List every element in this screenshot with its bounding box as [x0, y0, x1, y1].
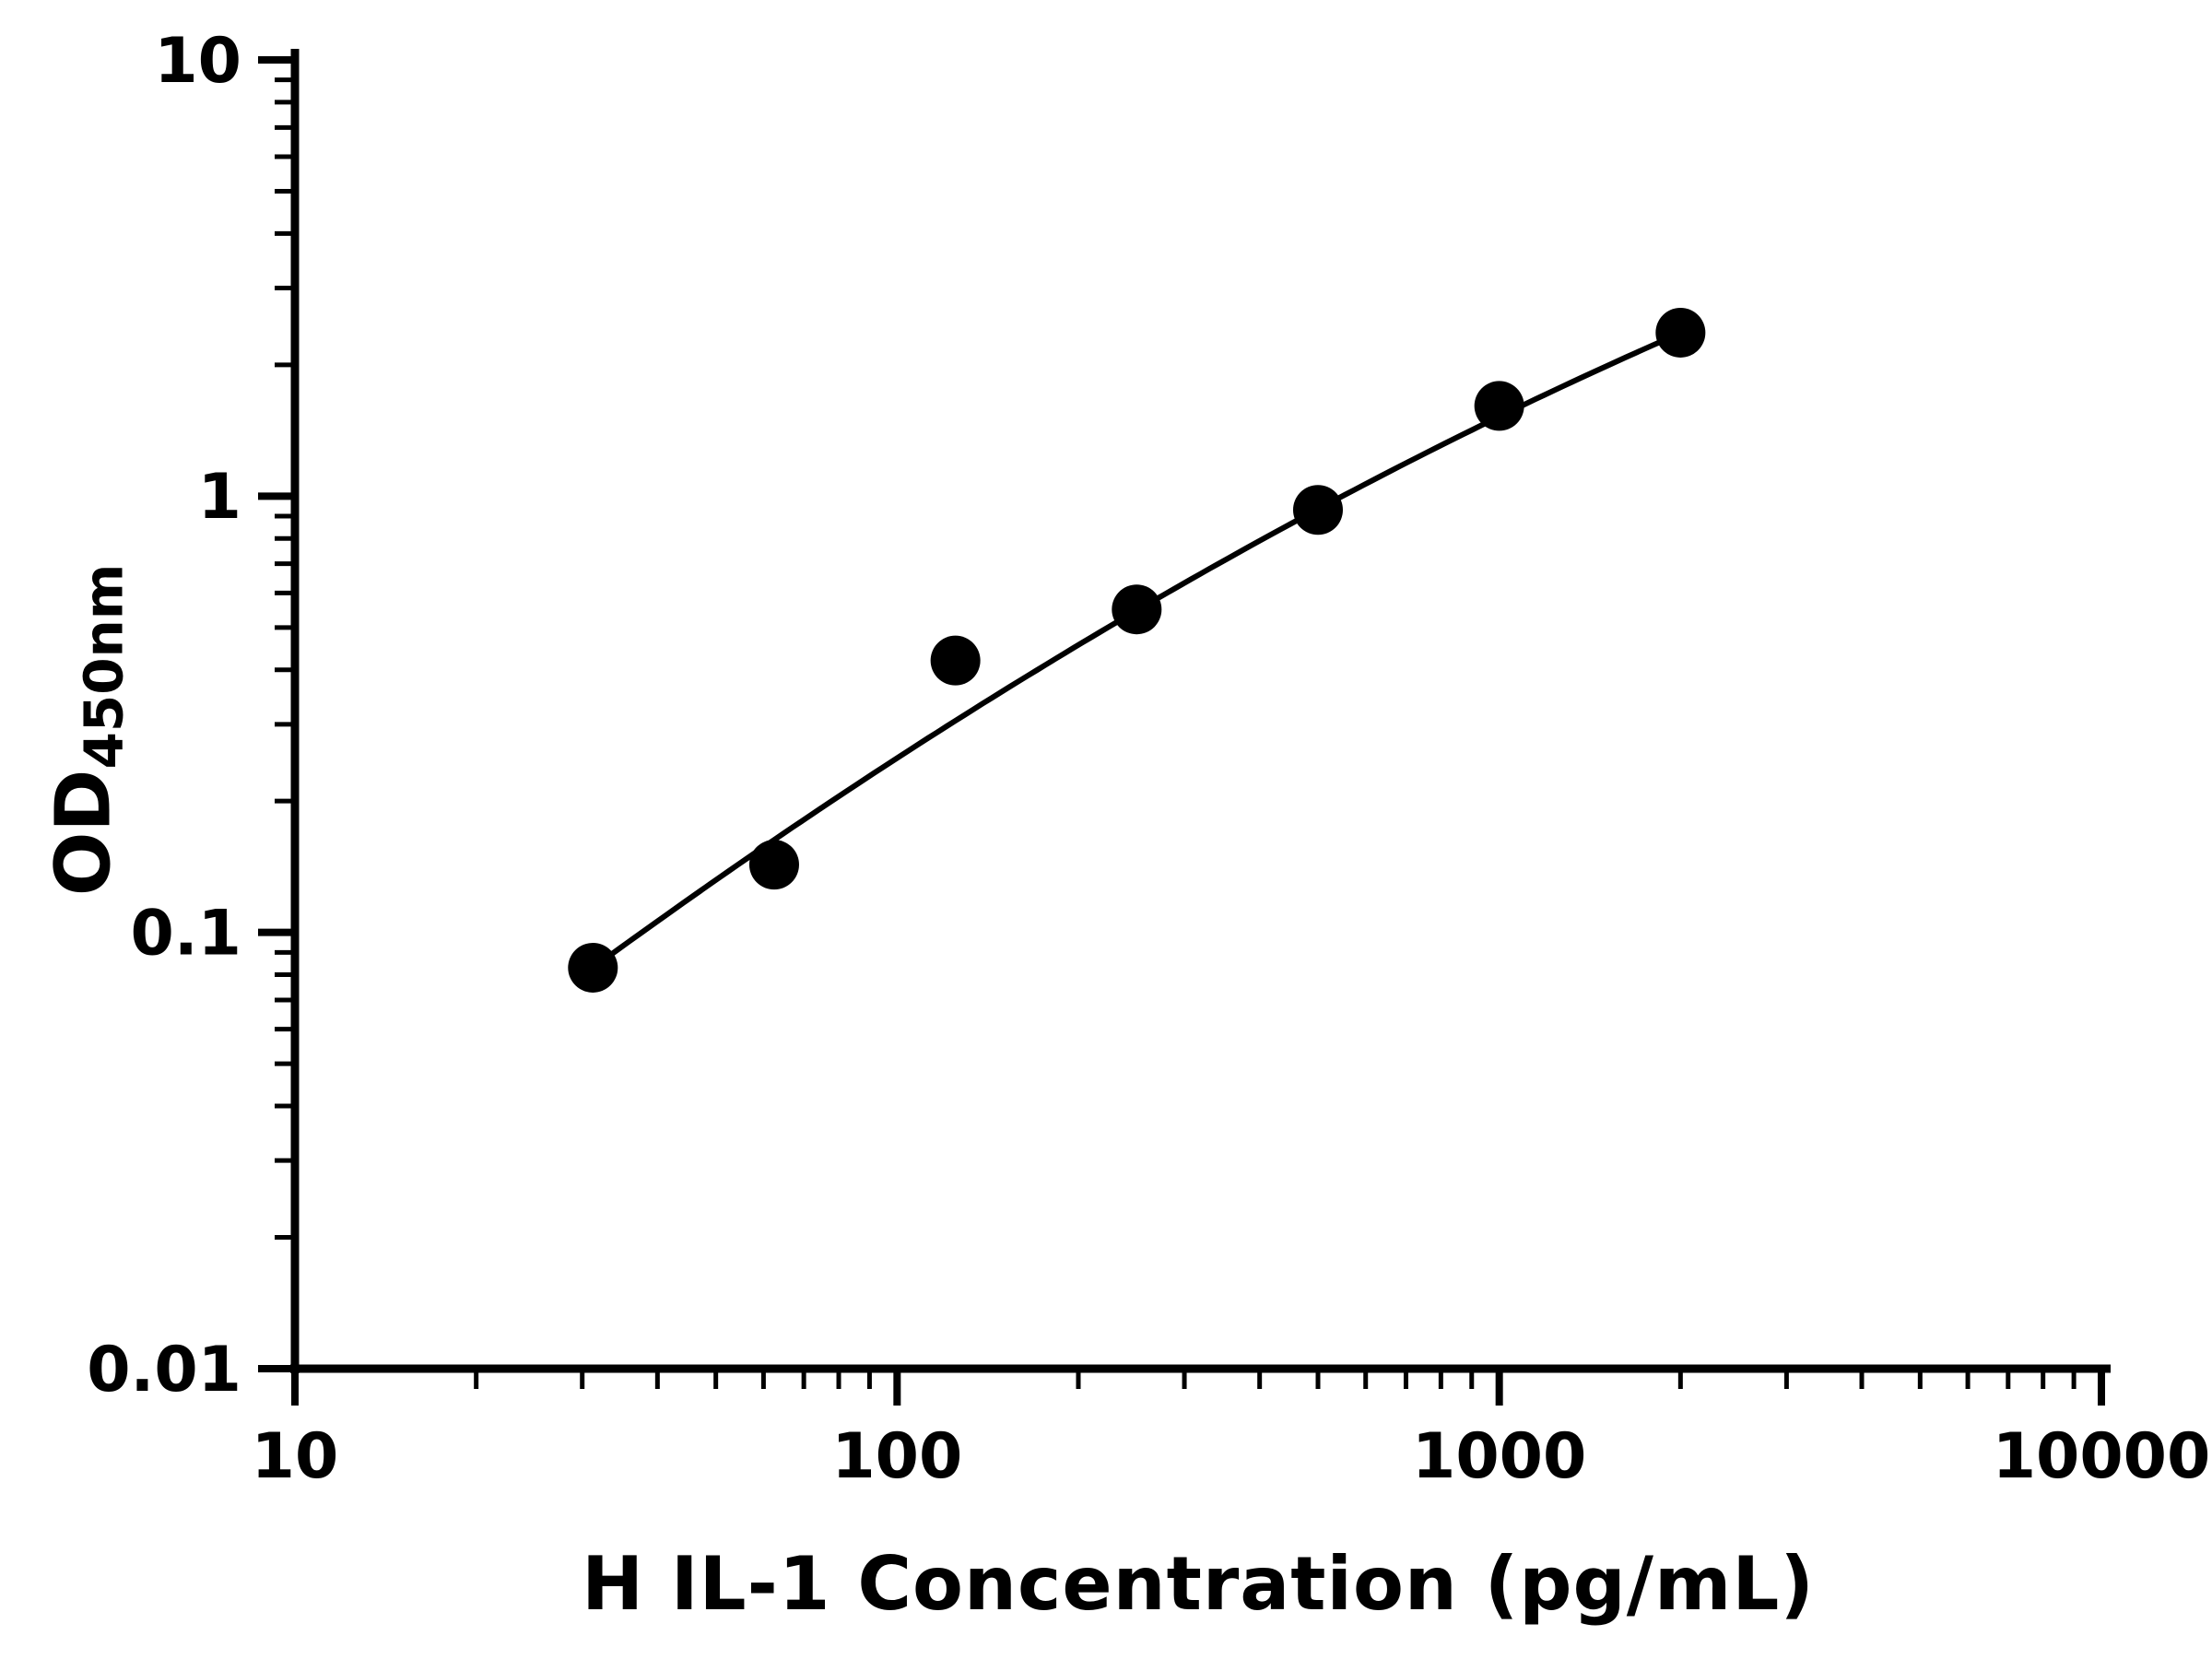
- y-axis-title-main: OD: [40, 769, 128, 897]
- y-tick-label: 10: [154, 25, 241, 98]
- data-point: [748, 840, 799, 890]
- x-tick-label: 10: [252, 1420, 339, 1493]
- y-axis-title: OD450nm: [41, 564, 135, 897]
- data-point: [1474, 381, 1524, 431]
- y-tick-label: 0.01: [87, 1334, 241, 1406]
- x-axis-title: H IL-1 Concentration (pg/mL): [582, 1541, 1815, 1627]
- x-tick-label: 100: [831, 1420, 962, 1493]
- data-point: [930, 635, 981, 686]
- y-axis-title-sub: 450nm: [72, 563, 135, 770]
- data-point: [1655, 307, 1706, 358]
- y-tick-label: 0.1: [131, 897, 241, 970]
- x-tick-label: 1000: [1412, 1420, 1586, 1493]
- data-point: [568, 942, 618, 993]
- y-tick-label: 1: [198, 461, 241, 534]
- data-point: [1112, 584, 1162, 635]
- data-point: [1292, 485, 1343, 535]
- x-tick-label: 10000: [1993, 1420, 2211, 1493]
